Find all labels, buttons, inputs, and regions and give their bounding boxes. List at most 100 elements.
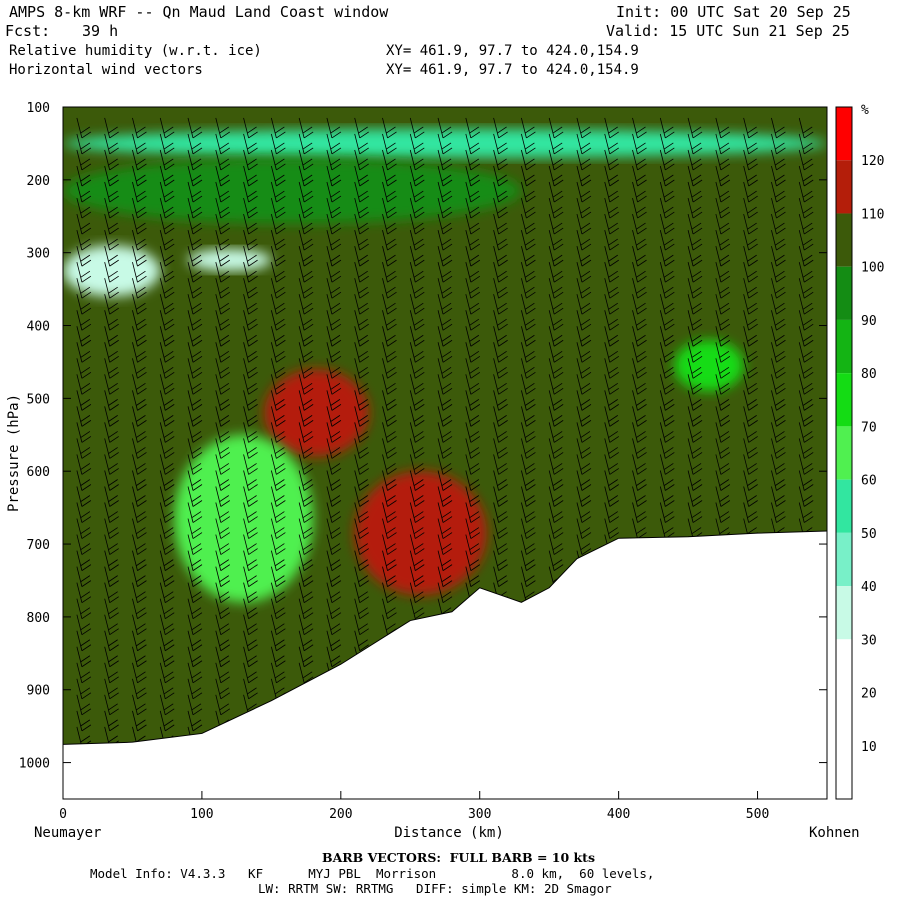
wind-barb-206 [215, 294, 231, 315]
y-tick-label-500: 500 [27, 392, 50, 407]
wind-barb-506 [465, 149, 481, 171]
wind-barb-838 [798, 181, 814, 203]
wind-barb-843 [798, 262, 814, 283]
wind-barb-721 [659, 390, 675, 411]
wind-barb-522 [465, 406, 481, 427]
wind-barb-597 [548, 165, 564, 187]
wind-barb-337 [298, 614, 314, 636]
wind-barb-306 [298, 117, 314, 139]
wind-barb-738 [687, 246, 703, 267]
wind-barb-685 [632, 230, 647, 251]
wind-barb-54 [104, 358, 119, 379]
wind-barb-810 [771, 149, 786, 171]
wind-barb-460 [409, 406, 425, 427]
wind-barb-70 [104, 614, 119, 636]
wind-barb-681 [632, 165, 647, 187]
wind-barb-160 [187, 181, 203, 203]
wind-barb-727 [659, 486, 675, 507]
wind-barb-836 [798, 149, 814, 171]
wind-barb-412 [382, 149, 397, 171]
wind-barb-566 [521, 149, 536, 171]
wind-barb-820 [771, 310, 786, 331]
wind-barb-795 [743, 326, 758, 347]
wind-barb-630 [576, 230, 592, 251]
wind-barb-211 [215, 374, 231, 395]
wind-barb-564 [521, 117, 536, 139]
wind-barb-386 [354, 278, 369, 299]
colorbar-swatch-12 [836, 745, 852, 799]
wind-barb-815 [771, 230, 786, 251]
wind-barb-431 [382, 454, 397, 475]
wind-barb-325 [298, 422, 314, 443]
wind-barb-423 [382, 326, 397, 347]
wind-barb-477 [437, 181, 453, 203]
wind-barb-224 [215, 582, 231, 603]
wind-barb-41 [104, 149, 119, 171]
terrain-surface [63, 530, 827, 799]
wind-barb-451 [409, 262, 425, 283]
wind-barb-350 [326, 262, 342, 283]
wind-barb-823 [771, 358, 786, 379]
x-tick-label-100: 100 [190, 807, 213, 822]
wind-barb-185 [187, 582, 203, 603]
wind-barb-620 [548, 534, 564, 555]
wind-barb-118 [159, 133, 175, 155]
wind-barb-837 [798, 165, 814, 187]
wind-barb-442 [409, 117, 425, 139]
wind-barb-432 [382, 470, 397, 491]
humidity-region-6 [174, 434, 314, 603]
wind-barb-356 [326, 358, 342, 379]
wind-barb-816 [771, 246, 786, 267]
wind-barb-688 [632, 278, 647, 299]
wind-barb-773 [715, 390, 731, 411]
wind-barb-259 [243, 534, 258, 555]
wind-barb-560 [493, 534, 508, 555]
wind-barb-469 [409, 550, 425, 571]
wind-barb-321 [298, 358, 314, 379]
wind-barb-588 [521, 502, 536, 523]
wind-barb-839 [798, 197, 814, 219]
wind-barb-737 [687, 230, 703, 251]
wind-barb-258 [243, 518, 258, 539]
wind-barb-674 [604, 486, 619, 507]
wind-barb-57 [104, 406, 119, 427]
wind-barb-191 [187, 678, 203, 700]
wind-barb-694 [632, 374, 647, 395]
wind-barb-690 [632, 310, 647, 331]
wind-barb-122 [159, 197, 175, 219]
field-name-humidity: Relative humidity (w.r.t. ice) [9, 43, 262, 59]
wind-barb-453 [409, 294, 425, 315]
wind-barb-89 [132, 294, 147, 315]
wind-barb-664 [604, 326, 619, 347]
wind-barb-535 [493, 133, 508, 155]
wind-barb-67 [104, 566, 119, 587]
wind-barb-606 [548, 310, 564, 331]
wind-barb-190 [187, 662, 203, 684]
wind-barb-718 [659, 342, 675, 363]
wind-barb-454 [409, 310, 425, 331]
wind-barb-565 [521, 133, 536, 155]
wind-barb-362 [326, 454, 342, 475]
wind-barb-708 [659, 181, 675, 203]
wind-barb-626 [576, 165, 592, 187]
wind-barb-520 [465, 374, 481, 395]
wind-barb-178 [187, 470, 203, 491]
wind-barb-153 [159, 694, 175, 716]
wind-barb-36 [76, 694, 92, 716]
wind-barb-595 [548, 133, 564, 155]
wind-barb-34 [76, 662, 92, 684]
colorbar-label-10: 10 [861, 740, 877, 755]
wind-barb-616 [548, 470, 564, 491]
field-name-wind: Horizontal wind vectors [9, 62, 203, 78]
wind-barb-18 [76, 406, 92, 427]
wind-barb-180 [187, 502, 203, 523]
wind-barb-612 [548, 406, 564, 427]
wind-barb-762 [715, 213, 731, 235]
wind-barb-632 [576, 262, 592, 283]
wind-barb-475 [437, 149, 453, 171]
wind-barb-260 [243, 550, 258, 571]
wind-barb-169 [187, 326, 203, 347]
wind-barb-329 [298, 486, 314, 507]
wind-barb-326 [298, 438, 314, 459]
